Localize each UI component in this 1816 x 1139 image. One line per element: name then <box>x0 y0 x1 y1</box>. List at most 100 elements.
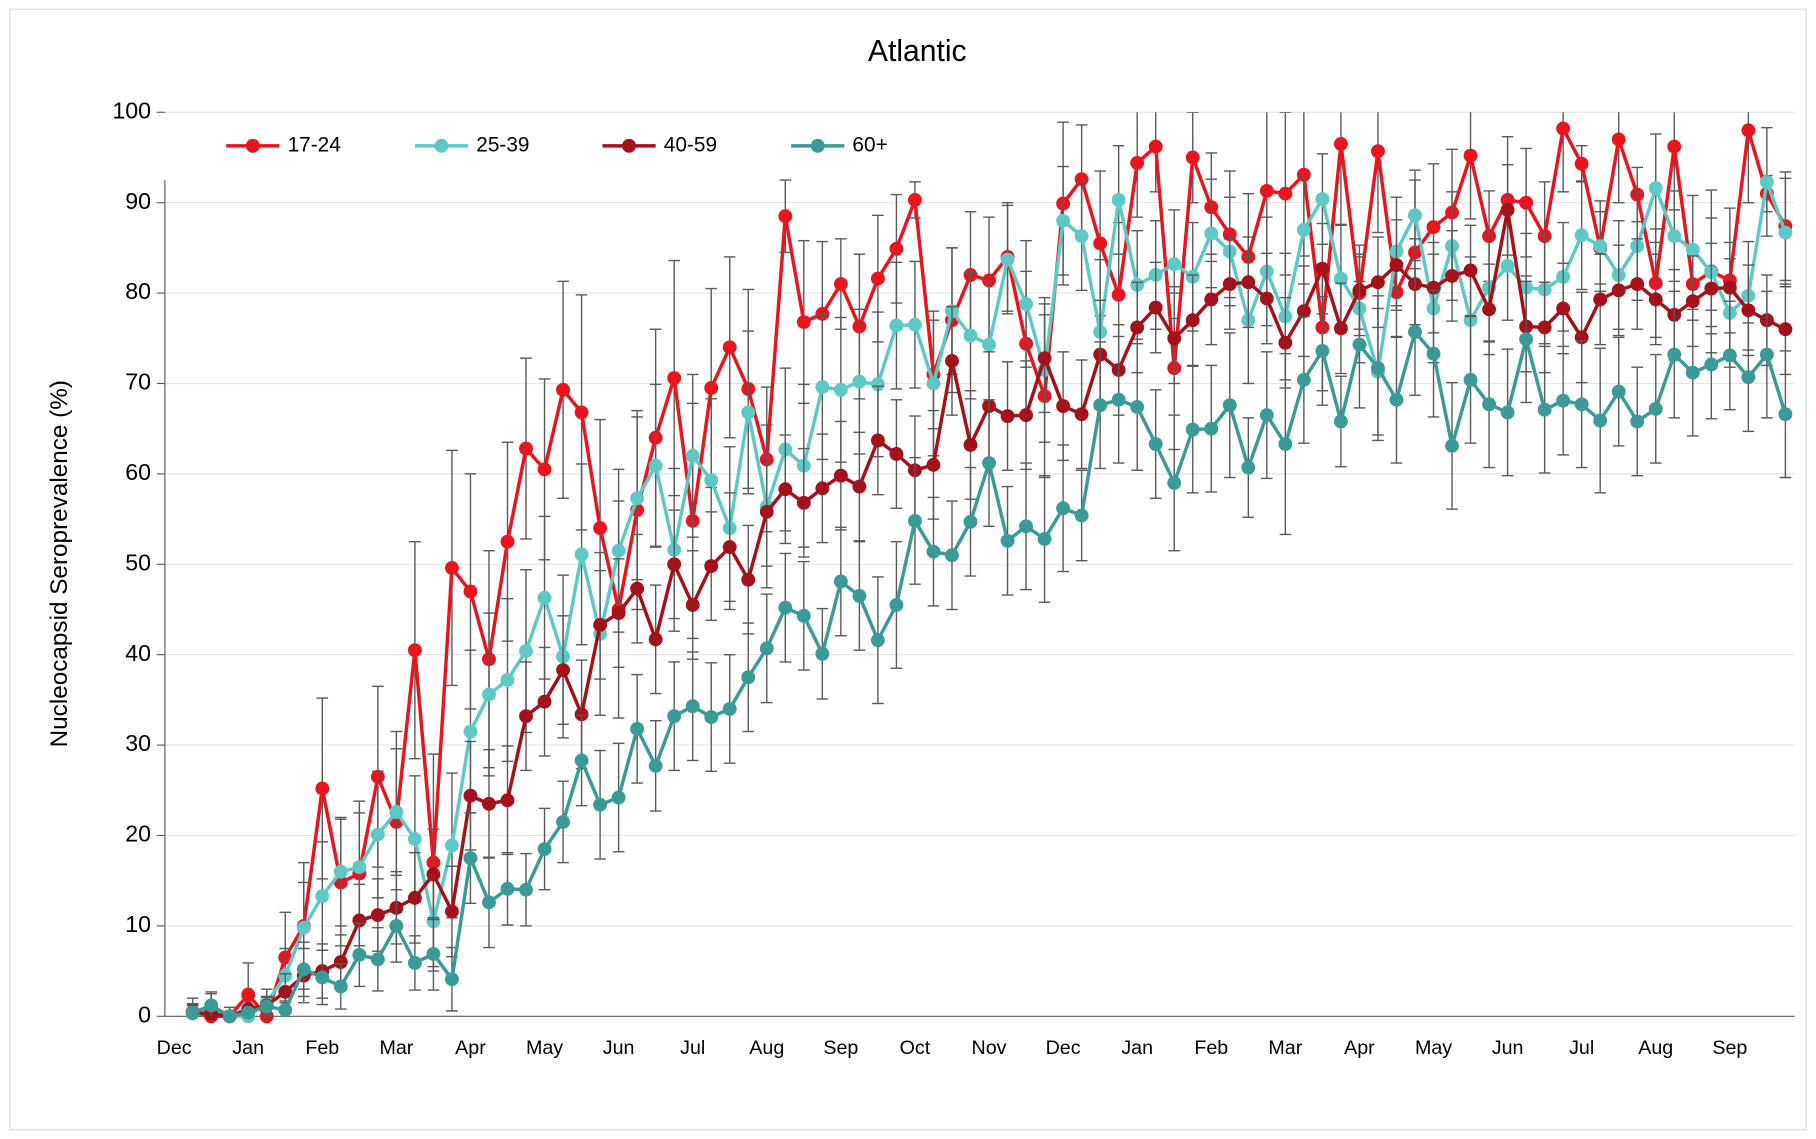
data-point <box>222 1009 237 1024</box>
data-point <box>389 918 404 933</box>
y-tick-label: 70 <box>125 369 151 395</box>
data-point <box>444 904 459 919</box>
y-tick-label: 80 <box>125 278 151 304</box>
data-point <box>685 699 700 714</box>
data-point <box>185 1005 200 1020</box>
data-point <box>574 753 589 768</box>
data-point <box>1500 202 1515 217</box>
data-point <box>241 987 256 1002</box>
x-tick-label: Jun <box>603 1037 635 1059</box>
data-point <box>407 956 422 970</box>
data-point <box>1778 322 1793 337</box>
data-point <box>611 606 626 621</box>
data-point <box>648 758 663 773</box>
data-point <box>1056 213 1071 228</box>
data-point <box>1296 167 1311 182</box>
y-axis-label: Nucleocapsid Seroprevalence (%) <box>46 380 73 747</box>
data-point <box>537 590 552 605</box>
data-point <box>1722 348 1737 363</box>
data-point <box>1000 252 1015 267</box>
data-point <box>1556 121 1571 136</box>
data-point <box>1111 392 1126 407</box>
data-point <box>333 864 348 879</box>
data-point <box>315 889 330 904</box>
data-point <box>1482 302 1497 317</box>
data-point <box>1278 437 1293 452</box>
x-tick-label: Aug <box>1638 1037 1673 1059</box>
data-point <box>945 548 959 563</box>
data-point <box>1333 321 1348 336</box>
data-point <box>611 543 626 558</box>
data-point <box>1204 292 1219 307</box>
data-point <box>1333 414 1348 429</box>
data-point <box>1611 384 1626 399</box>
data-point <box>1130 320 1145 335</box>
data-point <box>908 513 922 528</box>
data-point <box>852 374 867 389</box>
data-point <box>370 908 385 922</box>
data-point <box>1167 331 1182 346</box>
data-point <box>1278 335 1293 350</box>
data-point <box>1074 508 1089 523</box>
data-point <box>648 632 663 647</box>
data-point <box>444 560 459 575</box>
data-point <box>1667 139 1682 154</box>
data-point <box>537 842 552 857</box>
data-point <box>556 663 571 678</box>
data-point <box>685 448 700 463</box>
data-point <box>1667 229 1682 244</box>
data-point <box>259 999 274 1014</box>
data-point <box>796 495 811 510</box>
legend-swatch-marker <box>810 138 825 153</box>
data-point <box>1408 208 1422 223</box>
data-point <box>1074 229 1089 244</box>
data-point <box>519 441 533 456</box>
chart-title: Atlantic <box>868 35 967 68</box>
data-point <box>1741 370 1756 385</box>
data-point <box>519 709 533 724</box>
x-tick-label: Apr <box>455 1037 486 1059</box>
data-point <box>741 405 756 420</box>
data-point <box>889 241 904 256</box>
data-point <box>1148 437 1163 452</box>
data-point <box>1185 313 1200 328</box>
data-point <box>1296 304 1311 319</box>
legend-label: 40-59 <box>664 133 717 156</box>
data-point <box>1111 287 1126 302</box>
data-point <box>1259 408 1274 423</box>
data-point <box>963 438 978 452</box>
data-point <box>463 584 478 599</box>
data-point <box>982 273 996 288</box>
data-point <box>1204 421 1219 436</box>
y-tick-label: 30 <box>125 730 151 756</box>
data-point <box>1500 405 1515 420</box>
data-point <box>889 318 904 333</box>
data-point <box>1685 294 1700 309</box>
data-point <box>759 504 774 519</box>
data-point <box>407 643 422 658</box>
chart-frame <box>9 8 1807 1131</box>
data-point <box>1759 347 1774 362</box>
x-tick-label: Apr <box>1344 1037 1375 1059</box>
data-point <box>482 687 496 702</box>
legend-label: 60+ <box>852 133 887 156</box>
data-point <box>1630 277 1645 291</box>
data-point <box>1593 292 1608 307</box>
data-point <box>852 479 867 494</box>
data-point <box>982 456 996 470</box>
data-point <box>500 793 515 808</box>
data-point <box>667 709 682 724</box>
data-point <box>815 380 830 395</box>
data-point <box>556 814 571 829</box>
data-point <box>1296 222 1311 237</box>
data-point <box>926 544 941 559</box>
y-tick-label: 40 <box>125 640 151 666</box>
data-point <box>926 457 941 472</box>
data-point <box>833 382 848 397</box>
data-point <box>1148 300 1163 315</box>
data-point <box>1315 192 1330 207</box>
data-point <box>241 1005 256 1020</box>
data-point <box>1426 280 1441 295</box>
